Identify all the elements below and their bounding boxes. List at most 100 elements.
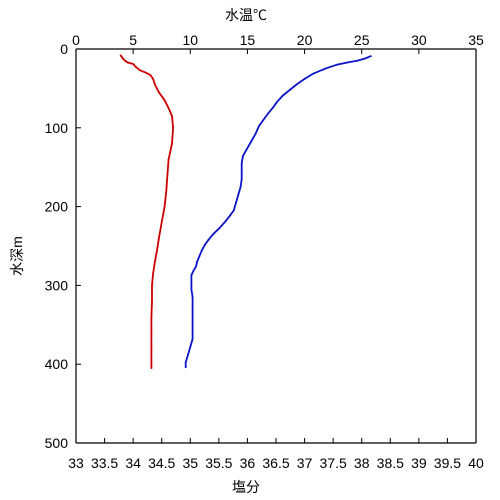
- temperature-point: [240, 162, 243, 165]
- salinity-point: [135, 66, 137, 69]
- salinity-point: [156, 249, 159, 251]
- salinity-point: [150, 359, 153, 362]
- temperature-point: [241, 155, 244, 158]
- temperature-point: [239, 186, 242, 188]
- top-tick-label: 0: [72, 32, 80, 48]
- temperature-point: [245, 148, 248, 151]
- temperature-point: [364, 57, 367, 60]
- salinity-point: [172, 126, 175, 129]
- salinity-point: [151, 300, 153, 303]
- temperature-point: [237, 193, 240, 196]
- temperature-point: [254, 133, 257, 136]
- bottom-tick-label: 34: [125, 455, 141, 471]
- salinity-point: [132, 63, 135, 65]
- temperature-point: [235, 201, 237, 204]
- temperature-point: [212, 233, 215, 236]
- bottom-tick-label: 33: [68, 455, 84, 471]
- salinity-profile-line: [119, 54, 175, 369]
- temperature-point: [262, 119, 265, 121]
- temperature-point: [187, 353, 189, 356]
- temperature-point: [195, 265, 197, 268]
- y-tick-label: 400: [45, 356, 69, 372]
- bottom-tick-label: 38: [354, 455, 370, 471]
- salinity-point: [121, 57, 124, 60]
- salinity-point: [150, 316, 153, 318]
- bottom-axis-ticks: 33 33.5 34 34.5 35 35.5 36 36.5 37 37.5 38 38.5 39 39…: [68, 438, 484, 471]
- plot-frame: [75, 48, 477, 444]
- temperature-point: [198, 255, 201, 258]
- salinity-point: [150, 347, 153, 350]
- salinity-point: [119, 54, 122, 57]
- top-tick-label: 30: [411, 32, 427, 48]
- top-tick-label: 5: [129, 32, 137, 48]
- salinity-point: [171, 115, 173, 117]
- salinity-point: [171, 142, 173, 145]
- temperature-point: [335, 63, 338, 66]
- temperature-point: [223, 221, 226, 224]
- temperature-point: [190, 280, 193, 283]
- bottom-tick-label: 35.5: [205, 455, 232, 471]
- salinity-point: [153, 260, 156, 263]
- bottom-tick-label: 40: [468, 455, 484, 471]
- temperature-point: [281, 94, 284, 97]
- top-tick-label: 10: [182, 32, 198, 48]
- bottom-tick-label: 37.5: [320, 455, 347, 471]
- temperature-point: [232, 209, 235, 212]
- y-tick-label: 0: [60, 41, 68, 57]
- y-tick-label: 200: [45, 199, 69, 215]
- y-axis-title: 水深m: [9, 236, 25, 276]
- temperature-point: [207, 238, 210, 241]
- salinity-point: [152, 78, 155, 80]
- temperature-point: [217, 227, 220, 230]
- top-tick-label: 15: [240, 32, 256, 48]
- y-tick-label: 100: [45, 120, 69, 136]
- temperature-point: [192, 269, 195, 272]
- temperature-point: [288, 89, 291, 91]
- salinity-point: [150, 331, 153, 334]
- salinity-point: [157, 91, 160, 94]
- temperature-point: [191, 338, 194, 340]
- salinity-point: [126, 61, 129, 64]
- y-axis-ticks: 0 100 200 300 400 500: [45, 41, 81, 451]
- temperature-point: [324, 67, 327, 70]
- temperature-profile-line: [184, 55, 372, 368]
- temperature-point: [249, 141, 252, 143]
- top-axis-ticks: 0 5 10 15 20 25 30 35: [72, 32, 484, 54]
- bottom-tick-label: 36: [240, 455, 256, 471]
- temperature-point: [356, 59, 359, 62]
- salinity-point: [139, 69, 141, 72]
- salinity-point: [163, 99, 166, 102]
- temperature-point: [271, 107, 274, 109]
- temperature-point: [200, 249, 203, 252]
- bottom-tick-label: 33.5: [91, 455, 118, 471]
- temperature-point: [228, 215, 231, 218]
- salinity-point: [153, 83, 156, 86]
- top-tick-label: 20: [297, 32, 313, 48]
- salinity-point: [166, 174, 169, 176]
- salinity-point: [151, 284, 153, 287]
- bottom-tick-label: 36.5: [262, 455, 289, 471]
- bottom-tick-label: 39.5: [434, 455, 461, 471]
- temperature-point: [257, 125, 260, 128]
- temperature-point: [204, 243, 207, 246]
- temperature-point: [295, 83, 298, 86]
- salinity-point: [167, 107, 170, 109]
- bottom-tick-label: 35: [182, 455, 198, 471]
- salinity-point: [160, 221, 163, 224]
- salinity-point: [157, 237, 160, 240]
- salinity-point: [165, 189, 168, 192]
- temperature-point: [303, 78, 306, 80]
- temperature-point: [196, 260, 199, 263]
- temperature-point: [191, 308, 194, 310]
- y-tick-label: 500: [45, 435, 69, 451]
- salinity-point: [124, 59, 127, 62]
- temperature-point: [312, 72, 315, 75]
- temperature-point: [267, 112, 269, 115]
- temperature-point: [189, 345, 192, 348]
- salinity-point: [150, 367, 153, 370]
- top-axis-title: 水温℃: [225, 7, 267, 23]
- temperature-point: [191, 330, 194, 333]
- top-tick-label: 35: [468, 32, 484, 48]
- temperature-point: [184, 361, 187, 364]
